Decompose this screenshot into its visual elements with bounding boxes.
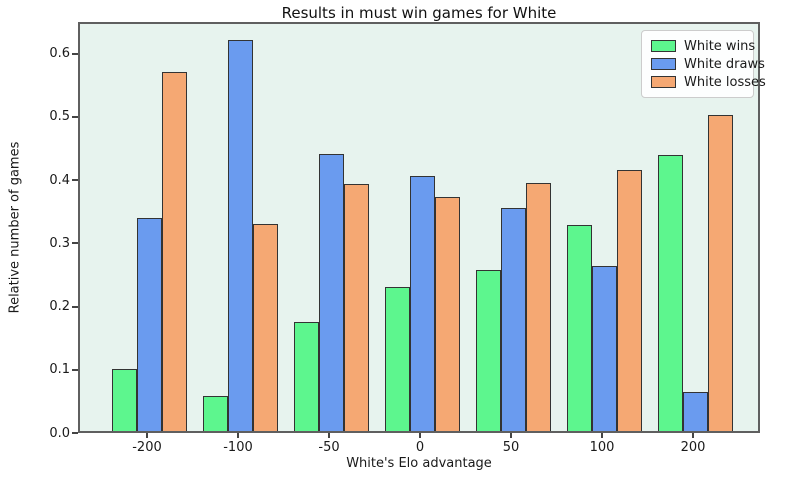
y-tick-mark xyxy=(72,115,78,118)
legend: White wins White draws White losses xyxy=(641,30,766,98)
bar-white-wins-50 xyxy=(475,270,501,431)
bar-white-wins-200 xyxy=(657,155,683,431)
legend-item-white-wins: White wins xyxy=(651,37,755,55)
bar-white-wins--100 xyxy=(202,396,228,431)
x-axis-label: White's Elo advantage xyxy=(346,456,492,471)
y-tick-label: 0.4 xyxy=(49,172,70,188)
x-tick-mark xyxy=(510,433,512,438)
bar-white-draws-50 xyxy=(500,208,526,431)
bar-white-wins--200 xyxy=(111,369,137,431)
white-losses-swatch xyxy=(651,76,676,88)
y-tick-label: 0.3 xyxy=(49,235,70,251)
white-draws-swatch xyxy=(651,58,676,70)
x-tick-label: -200 xyxy=(132,440,162,455)
y-tick-label: 0.1 xyxy=(49,362,70,378)
legend-item-white-losses: White losses xyxy=(651,73,766,91)
y-tick-mark xyxy=(72,179,78,182)
x-tick-mark xyxy=(146,433,148,438)
x-tick-label: 50 xyxy=(502,440,520,455)
chart-title: Results in must win games for White xyxy=(281,4,557,22)
x-tick-mark xyxy=(419,433,421,438)
bar-white-draws-200 xyxy=(682,392,708,431)
bar-white-losses--50 xyxy=(343,184,369,431)
bar-white-losses-50 xyxy=(525,183,551,431)
white-wins-swatch xyxy=(651,40,676,52)
bar-white-wins-0 xyxy=(384,287,410,431)
bar-white-wins-100 xyxy=(566,225,592,431)
y-tick-mark xyxy=(72,432,78,434)
y-tick-label: 0.5 xyxy=(49,109,70,125)
y-tick-mark xyxy=(72,242,78,245)
x-tick-mark xyxy=(237,433,239,438)
bar-white-losses--100 xyxy=(252,224,278,431)
bar-white-losses-0 xyxy=(434,197,460,431)
bar-white-draws-0 xyxy=(409,176,435,431)
x-tick-label: 100 xyxy=(589,440,615,455)
bar-white-draws--200 xyxy=(136,218,162,431)
legend-item-white-draws: White draws xyxy=(651,55,765,73)
bar-white-wins--50 xyxy=(293,322,319,431)
y-tick-mark xyxy=(72,52,78,55)
y-tick-label: 0.2 xyxy=(49,299,70,315)
y-tick-label: 0.6 xyxy=(49,46,70,62)
x-tick-mark xyxy=(692,433,694,438)
y-axis-label: Relative number of games xyxy=(7,141,23,314)
x-tick-label: -100 xyxy=(223,440,253,455)
bar-white-losses--200 xyxy=(161,72,187,431)
x-tick-mark xyxy=(328,433,330,438)
bar-white-draws--50 xyxy=(318,154,344,431)
x-tick-label: 0 xyxy=(415,440,425,455)
legend-label: White wins xyxy=(684,38,756,54)
x-tick-mark xyxy=(601,433,603,438)
bar-white-draws--100 xyxy=(227,40,253,431)
y-tick-label: 0.0 xyxy=(49,425,70,441)
legend-label: White draws xyxy=(684,56,765,72)
bar-white-losses-200 xyxy=(707,115,733,431)
bar-white-draws-100 xyxy=(591,266,617,431)
y-tick-mark xyxy=(72,305,78,308)
x-tick-label: -50 xyxy=(318,440,340,455)
x-tick-label: 200 xyxy=(680,440,706,455)
y-tick-mark xyxy=(72,368,78,371)
bar-white-losses-100 xyxy=(616,170,642,431)
legend-label: White losses xyxy=(684,74,766,90)
